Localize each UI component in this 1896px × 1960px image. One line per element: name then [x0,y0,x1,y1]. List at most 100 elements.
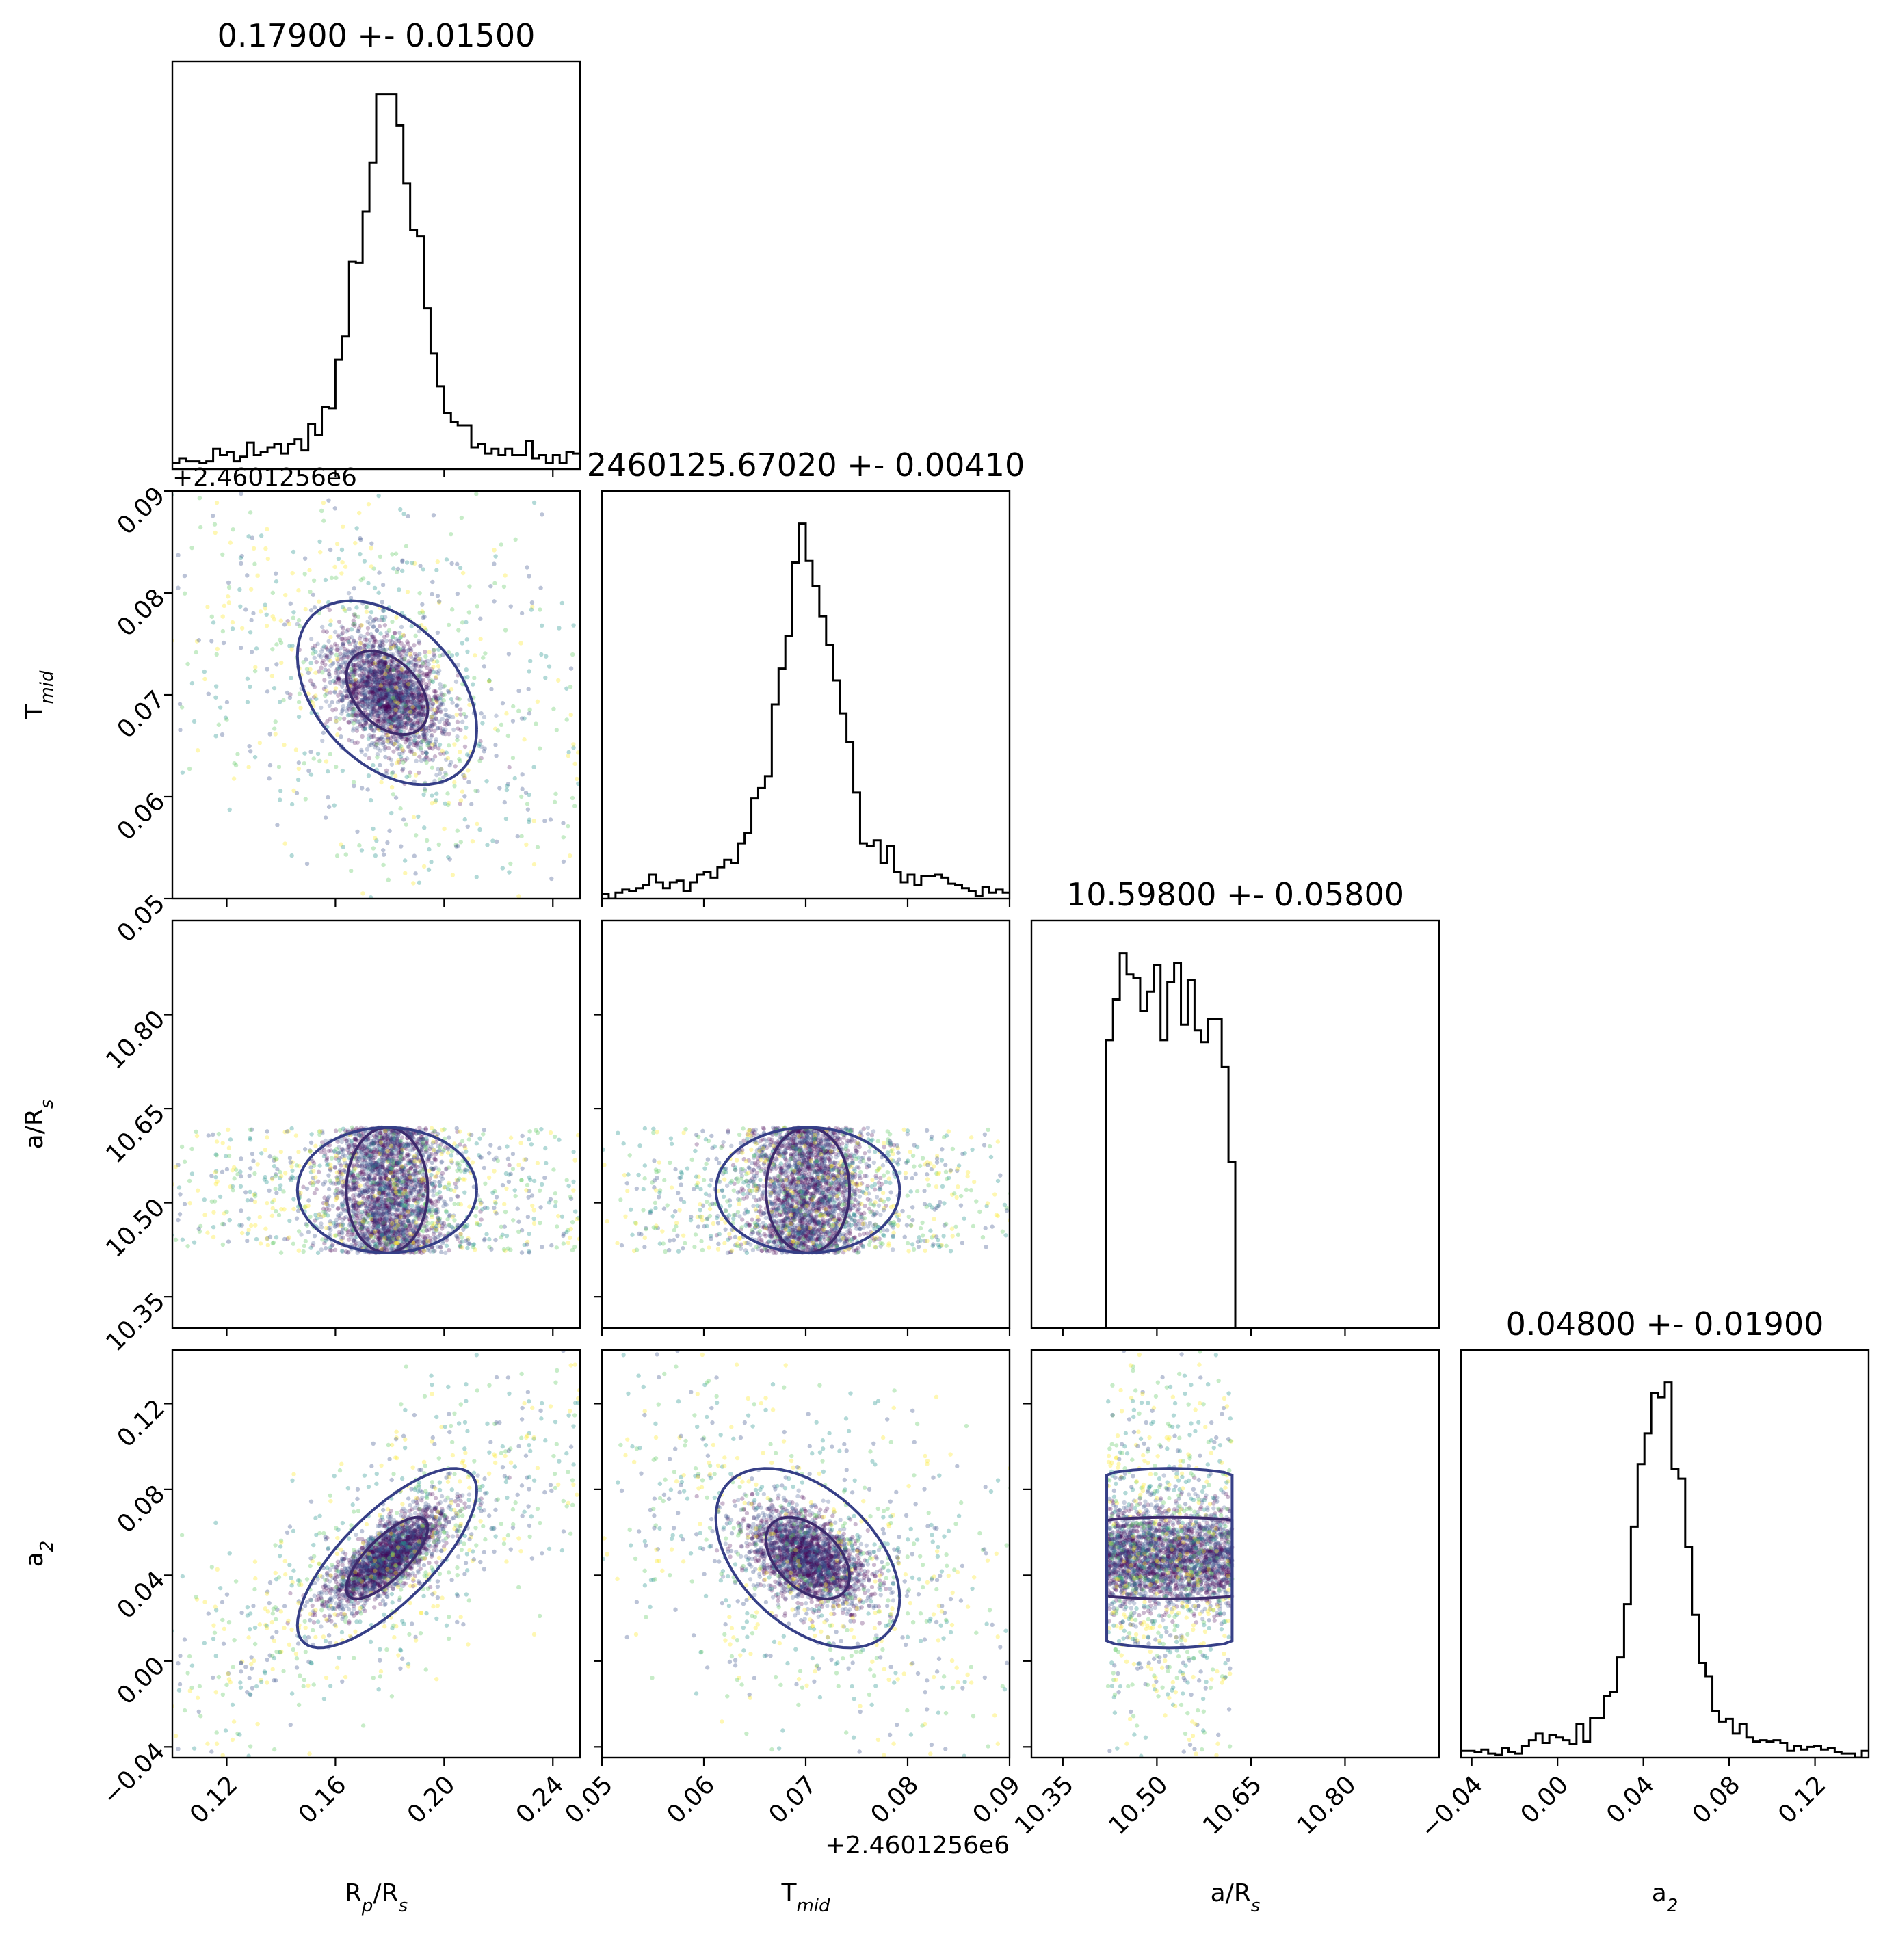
sample-point [390,717,395,722]
sample-point [386,663,392,667]
sample-point [421,615,425,620]
sample-point [389,698,395,703]
sample-point [427,669,433,674]
sample-point [421,732,425,737]
sample-point [435,630,440,635]
sample-point [155,645,159,649]
sample-point [371,1211,376,1216]
sample-point [391,672,396,678]
sample-point [564,717,569,722]
sample-point [404,684,409,689]
sample-point [425,737,430,742]
sample-point [363,679,369,684]
sample-point [386,667,391,672]
sample-point [409,678,414,683]
sample-point [375,1150,380,1154]
sample-point [377,1238,382,1243]
sample-point [414,1199,419,1204]
sample-point [192,719,197,724]
sample-point [379,780,384,785]
sample-point [351,1185,356,1190]
sample-point [356,626,361,631]
sample-point [430,1167,435,1172]
sample-point [606,790,610,794]
sample-point [353,614,358,619]
sample-point [527,711,532,716]
sample-point [364,702,369,707]
sample-point [430,765,435,770]
sample-point [362,643,367,648]
sample-point [367,685,372,691]
sample-point [232,760,237,766]
sample-point [367,691,373,696]
sample-point [393,699,398,704]
sample-point [352,713,356,718]
sample-point [441,698,446,703]
sample-point [408,652,412,657]
sample-point [310,1158,315,1163]
sample-point [345,650,351,655]
sample-point [472,676,477,680]
sample-point [419,1208,423,1213]
sample-point [381,852,386,857]
sample-point [416,1188,421,1193]
sample-point [340,684,345,689]
sample-point [401,1207,406,1212]
sample-point [338,690,343,695]
sample-point [393,702,397,707]
sample-point [408,686,412,691]
sample-point [270,614,275,619]
sample-point [373,743,378,748]
sample-point [392,1179,397,1184]
sample-point [350,651,354,657]
sample-point [438,709,443,715]
sample-point [387,665,393,670]
sample-point [360,703,365,708]
sample-point [408,1244,414,1249]
sample-point [381,719,386,724]
sample-point [449,607,455,612]
sample-point [259,533,264,538]
sample-point [437,1183,443,1188]
sample-point [378,643,383,648]
sample-point [376,493,381,499]
sample-point [426,682,432,687]
sample-point [361,1196,366,1201]
sample-point [386,721,391,726]
sample-point [371,685,376,690]
sample-point [414,685,419,689]
sample-point [376,687,382,691]
sample-point [296,714,302,719]
sample-point [358,702,363,707]
sample-point [438,708,443,713]
sample-point [360,1220,365,1226]
sample-point [410,705,415,710]
sample-point [396,721,401,726]
sample-point [367,701,373,706]
sample-point [382,675,386,680]
sample-point [156,540,160,544]
sample-point [428,1236,433,1241]
sample-point [366,678,371,683]
sample-point [364,683,369,688]
sample-point [411,1163,416,1169]
sample-point [328,622,333,627]
sample-point [434,717,438,721]
sample-point [389,1246,394,1251]
sample-point [376,698,381,702]
sample-point [390,1174,395,1178]
sample-point [370,661,376,667]
sample-point [390,704,395,709]
sample-point [354,696,359,701]
sample-point [466,610,472,615]
sample-point [373,1243,378,1249]
sample-point [450,873,456,877]
sample-point [394,665,399,670]
sample-point [344,629,349,634]
sample-point [432,713,437,718]
sample-point [291,549,296,555]
sample-point [370,690,375,695]
sample-point [414,743,419,748]
sample-point [462,1143,467,1149]
sample-point [413,633,418,639]
